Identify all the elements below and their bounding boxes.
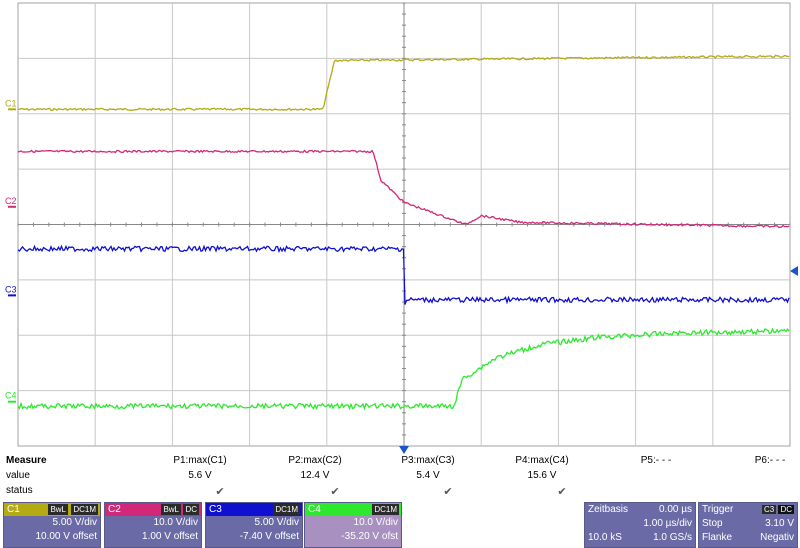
trigger-position-icon xyxy=(399,446,409,454)
measure-col-name: P5:- - - xyxy=(640,455,672,466)
channel-marker-label: C2 xyxy=(5,196,17,206)
channel-scale: 10.0 V/div xyxy=(353,517,398,528)
channel-info-bar: C1 DC1M BwL 5.00 V/div 10.00 V offset C2 DC BwL… xyxy=(0,502,800,548)
timebase-rate: 1.0 GS/s xyxy=(653,532,692,543)
timebase-title: Zeitbasis xyxy=(588,504,629,515)
channel-offset: 10.00 V offset xyxy=(35,531,97,542)
waveform-c1 xyxy=(17,54,790,112)
timebase-box[interactable]: Zeitbasis 0.00 µs 1.00 µs/div 10.0 kS 1.0 … xyxy=(584,502,696,548)
channel-label: C2 xyxy=(108,504,121,515)
channel-tag: DC xyxy=(183,504,199,515)
measure-col-value: 5.6 V xyxy=(188,470,212,481)
status-check-icon: ✔ xyxy=(330,486,340,498)
trigger-coupling: DC xyxy=(778,505,794,514)
status-check-icon: ✔ xyxy=(215,486,225,498)
waveform-c2 xyxy=(17,149,790,229)
channel-tag: BwL xyxy=(48,504,68,515)
channel-scale: 5.00 V/div xyxy=(254,517,299,528)
timebase-delay: 0.00 µs xyxy=(658,504,692,515)
waveform-c3 xyxy=(17,244,790,305)
channel-offset: 1.00 V offset xyxy=(142,531,198,542)
timebase-samples: 10.0 kS xyxy=(588,532,622,543)
status-check-icon: ✔ xyxy=(557,486,567,498)
channel-scale: 5.00 V/div xyxy=(52,517,97,528)
waveform-display[interactable]: C1 C2 C3 C4 xyxy=(0,0,800,455)
channel-box-c2[interactable]: C2 DC BwL 10.0 V/div 1.00 V offset xyxy=(104,502,202,548)
status-check-icon: ✔ xyxy=(443,486,453,498)
channel-marker-label: C3 xyxy=(5,284,17,294)
measure-col-value: 12.4 V xyxy=(300,470,330,481)
channel-tag: BwL xyxy=(161,504,181,515)
trigger-level-icon xyxy=(790,266,798,277)
channel-marker-label: C4 xyxy=(5,391,17,401)
measure-panel: Measure value status P1:max(C1) 5.6 V ✔ P2:… xyxy=(0,455,800,502)
measure-value-label: value xyxy=(6,470,30,481)
measure-col-name: P2:max(C2) xyxy=(288,455,342,466)
measure-status-label: status xyxy=(6,485,33,496)
trigger-box[interactable]: Trigger C3 DC Stop 3.10 V Flanke Negativ xyxy=(698,502,798,548)
measure-col-value: 15.6 V xyxy=(527,470,557,481)
channel-label: C3 xyxy=(209,504,222,515)
timebase-per-div: 1.00 µs/div xyxy=(643,518,692,529)
channel-marker-label: C1 xyxy=(5,98,17,108)
channel-tag: DC1M xyxy=(71,504,98,515)
channel-tag: DC1M xyxy=(372,504,399,515)
channel-box-c1[interactable]: C1 DC1M BwL 5.00 V/div 10.00 V offset xyxy=(3,502,101,548)
measure-col-name: P4:max(C4) xyxy=(515,455,569,466)
trigger-channel: C3 xyxy=(761,505,777,514)
channel-label: C1 xyxy=(7,504,20,515)
channel-box-c4[interactable]: C4 DC1M 10.0 V/div -35.20 V ofst xyxy=(304,502,402,548)
channel-offset: -35.20 V ofst xyxy=(341,531,398,542)
channel-offset: -7.40 V offset xyxy=(239,531,299,542)
trigger-edge: Negativ xyxy=(760,532,794,543)
channel-label: C4 xyxy=(308,504,321,515)
trigger-level: 3.10 V xyxy=(765,518,794,529)
waveform-c4 xyxy=(17,327,790,411)
channel-tag: DC1M xyxy=(273,504,300,515)
measure-col-name: P1:max(C1) xyxy=(173,455,227,466)
trigger-mode: Stop xyxy=(702,518,723,529)
trigger-edge-label: Flanke xyxy=(702,532,733,543)
measure-title: Measure xyxy=(6,455,47,466)
measure-col-value: 5.4 V xyxy=(416,470,440,481)
measure-col-name: P6:- - - xyxy=(754,455,786,466)
channel-scale: 10.0 V/div xyxy=(153,517,198,528)
trigger-title: Trigger xyxy=(702,504,734,515)
measure-col-name: P3:max(C3) xyxy=(401,455,455,466)
channel-box-c3[interactable]: C3 DC1M 5.00 V/div -7.40 V offset xyxy=(205,502,303,548)
